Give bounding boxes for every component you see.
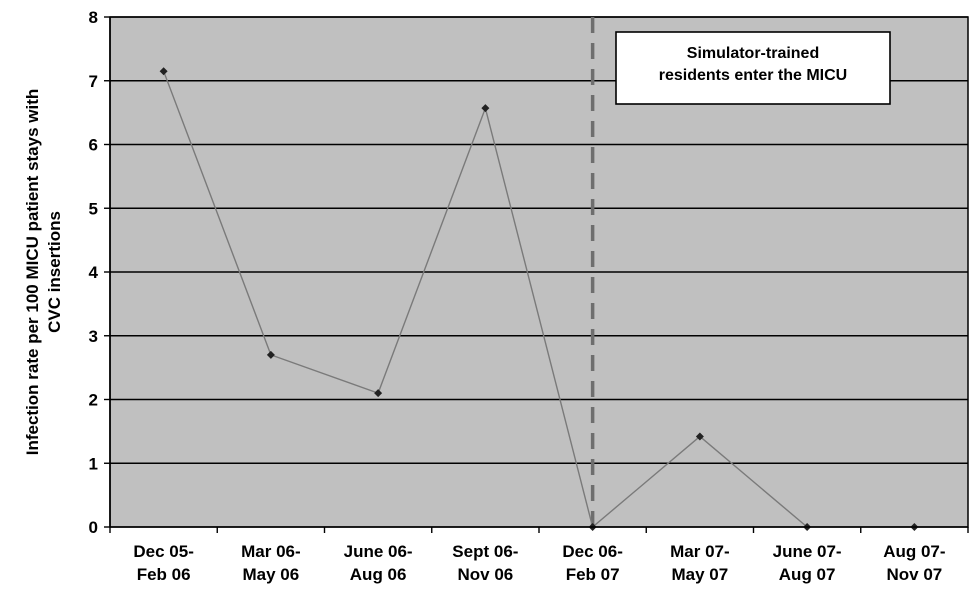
x-category-label-line: Feb 06 bbox=[137, 565, 191, 584]
y-tick-label-6: 6 bbox=[89, 136, 98, 155]
y-axis-label-line: Infection rate per 100 MICU patient stay… bbox=[23, 89, 42, 456]
x-category-label: Aug 07- Nov 07 bbox=[883, 542, 945, 584]
y-tick-label-3: 3 bbox=[89, 327, 98, 346]
x-category-label-line: May 06 bbox=[243, 565, 300, 584]
x-category-label-line: Sept 06- bbox=[452, 542, 518, 561]
x-category-label: Mar 07- May 07 bbox=[670, 542, 730, 584]
x-category-label-line: May 07 bbox=[672, 565, 729, 584]
x-category-label-line: Aug 07 bbox=[779, 565, 836, 584]
data-point-marker bbox=[159, 67, 168, 76]
x-tick-labels: Dec 05- Feb 06 Mar 06- May 06 June 06- Aug 06… bbox=[133, 542, 945, 584]
annotation-text-line: residents enter the MICU bbox=[659, 67, 847, 84]
x-category-label-line: Feb 07 bbox=[566, 565, 620, 584]
data-point-marker bbox=[266, 350, 275, 359]
x-category-label-line: June 06- bbox=[344, 542, 413, 561]
y-tick-label-5: 5 bbox=[89, 199, 98, 218]
x-category-label: Dec 06- Feb 07 bbox=[562, 542, 622, 584]
y-tick-labels: 0 1 2 3 4 5 6 7 8 bbox=[89, 8, 99, 537]
x-category-label-line: Nov 07 bbox=[887, 565, 943, 584]
y-tick-label-4: 4 bbox=[89, 263, 99, 282]
x-category-label-line: Mar 07- bbox=[670, 542, 730, 561]
y-axis-label: Infection rate per 100 MICU patient stay… bbox=[23, 89, 64, 456]
y-tick-label-1: 1 bbox=[89, 454, 98, 473]
x-category-label: Mar 06- May 06 bbox=[241, 542, 301, 584]
x-category-label-line: Dec 06- bbox=[562, 542, 622, 561]
data-point-marker bbox=[481, 104, 490, 113]
y-tick-label-0: 0 bbox=[89, 518, 98, 537]
x-category-label: June 07- Aug 07 bbox=[773, 542, 842, 584]
annotation-text: Simulator-trained residents enter the MIC… bbox=[659, 45, 847, 84]
x-category-label: Sept 06- Nov 06 bbox=[452, 542, 518, 584]
x-category-label: June 06- Aug 06 bbox=[344, 542, 413, 584]
axes bbox=[104, 16, 969, 533]
x-category-label-line: Aug 06 bbox=[350, 565, 407, 584]
annotation-box: Simulator-trained residents enter the MIC… bbox=[615, 31, 891, 105]
x-category-label-line: Mar 06- bbox=[241, 542, 301, 561]
data-point-marker bbox=[695, 432, 704, 441]
x-category-label-line: Aug 07- bbox=[883, 542, 945, 561]
annotation-box-frame bbox=[615, 31, 891, 105]
x-category-label-line: Nov 06 bbox=[458, 565, 514, 584]
y-tick-label-7: 7 bbox=[89, 72, 98, 91]
data-point-marker bbox=[374, 389, 383, 398]
x-category-label-line: June 07- bbox=[773, 542, 842, 561]
x-category-label: Dec 05- Feb 06 bbox=[133, 542, 193, 584]
annotation-text-line: Simulator-trained bbox=[687, 45, 819, 62]
y-tick-label-8: 8 bbox=[89, 8, 98, 27]
y-tick-label-2: 2 bbox=[89, 391, 98, 410]
x-category-label-line: Dec 05- bbox=[133, 542, 193, 561]
markers-group bbox=[159, 67, 919, 531]
y-axis-label-line: CVC insertions bbox=[45, 211, 64, 333]
